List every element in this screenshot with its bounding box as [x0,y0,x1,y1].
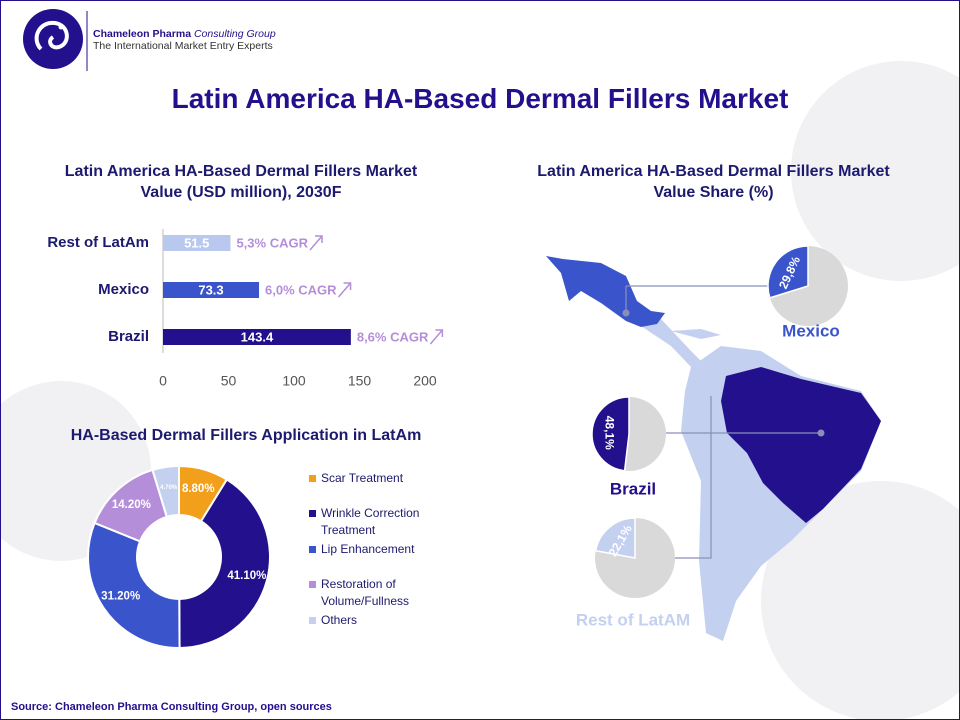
x-tick-label: 100 [282,373,306,389]
pie-category-label: Mexico [782,321,840,340]
pie-category-label: Brazil [610,479,656,498]
legend-swatch [309,617,316,624]
cagr-arrow [309,235,323,251]
legend-label: Wrinkle Correction Treatment [321,506,420,537]
x-tick-label: 50 [221,373,237,389]
pie-slice [767,245,809,299]
legend-label: Others [321,613,358,627]
bar [163,329,351,345]
connector-dot [817,429,825,437]
pie-slice [591,396,630,472]
legend-swatch [309,581,316,588]
value-label: 143.4 [241,329,274,344]
pie-category-label: Rest of LatAM [576,610,690,629]
company-suffix: Consulting Group [193,28,276,40]
main-title: Latin America HA-Based Dermal Fillers Ma… [171,83,789,114]
x-tick-label: 200 [413,373,437,389]
donut-slice [178,478,271,650]
pie-value-label: 48,1% [603,416,617,450]
legend-label: Lip Enhancement [321,542,415,556]
slice-label: 14.20% [112,499,151,511]
legend-swatch [309,510,316,517]
header-text: Chameleon Pharma Consulting Group The In… [93,28,276,52]
cagr-arrow [429,329,444,345]
donut-slice [151,464,180,519]
legend-swatch [309,475,316,482]
source: Source: Chameleon Pharma Consulting Grou… [11,701,332,713]
legend-label: Restoration of Volume/Fullness [321,577,410,608]
bar [163,235,231,251]
x-tick-label: 0 [159,373,167,389]
cagr-label: 5,3% CAGR [236,235,308,250]
slice-label: 31.20% [101,591,140,603]
legend-item: Wrinkle Correction Treatment [309,505,461,539]
donut-slice [87,521,181,649]
category-label: Mexico [98,281,149,298]
company: Chameleon Pharma [93,28,192,40]
legend-item: Lip Enhancement [309,541,461,558]
logo [23,9,83,69]
bar [163,282,260,298]
pie-title: Latin America HA-Based Dermal Fillers Ma… [537,163,890,201]
pie-slice [594,517,636,559]
legend-label: Scar Treatment [321,471,404,485]
donut-title: HA-Based Dermal Fillers Application in L… [70,427,422,444]
cagr-label: 8,6% CAGR [357,329,429,344]
tagline: The International Market Entry Experts [93,40,273,52]
cagr-label: 6,0% CAGR [265,282,337,297]
slice-label: 4.70% [160,485,178,491]
legend-swatch [309,546,316,553]
value-label: 73.3 [198,282,223,297]
legend-item: Scar Treatment [309,470,461,487]
legend-item: Restoration of Volume/Fullness [309,576,461,610]
x-tick-label: 150 [348,373,372,389]
bar-title: Latin America HA-Based Dermal Fillers Ma… [64,163,418,201]
connectors [625,285,821,559]
connector-dot [622,309,630,317]
slice-label: 8.80% [182,483,215,495]
legend-item: Others [309,612,461,629]
map [546,256,881,641]
category-label: Brazil [108,328,149,345]
slice-label: 41.10% [227,570,266,582]
cagr-arrow [337,282,352,298]
category-label: Rest of LatAm [47,234,149,251]
value-label: 51.5 [184,235,209,250]
